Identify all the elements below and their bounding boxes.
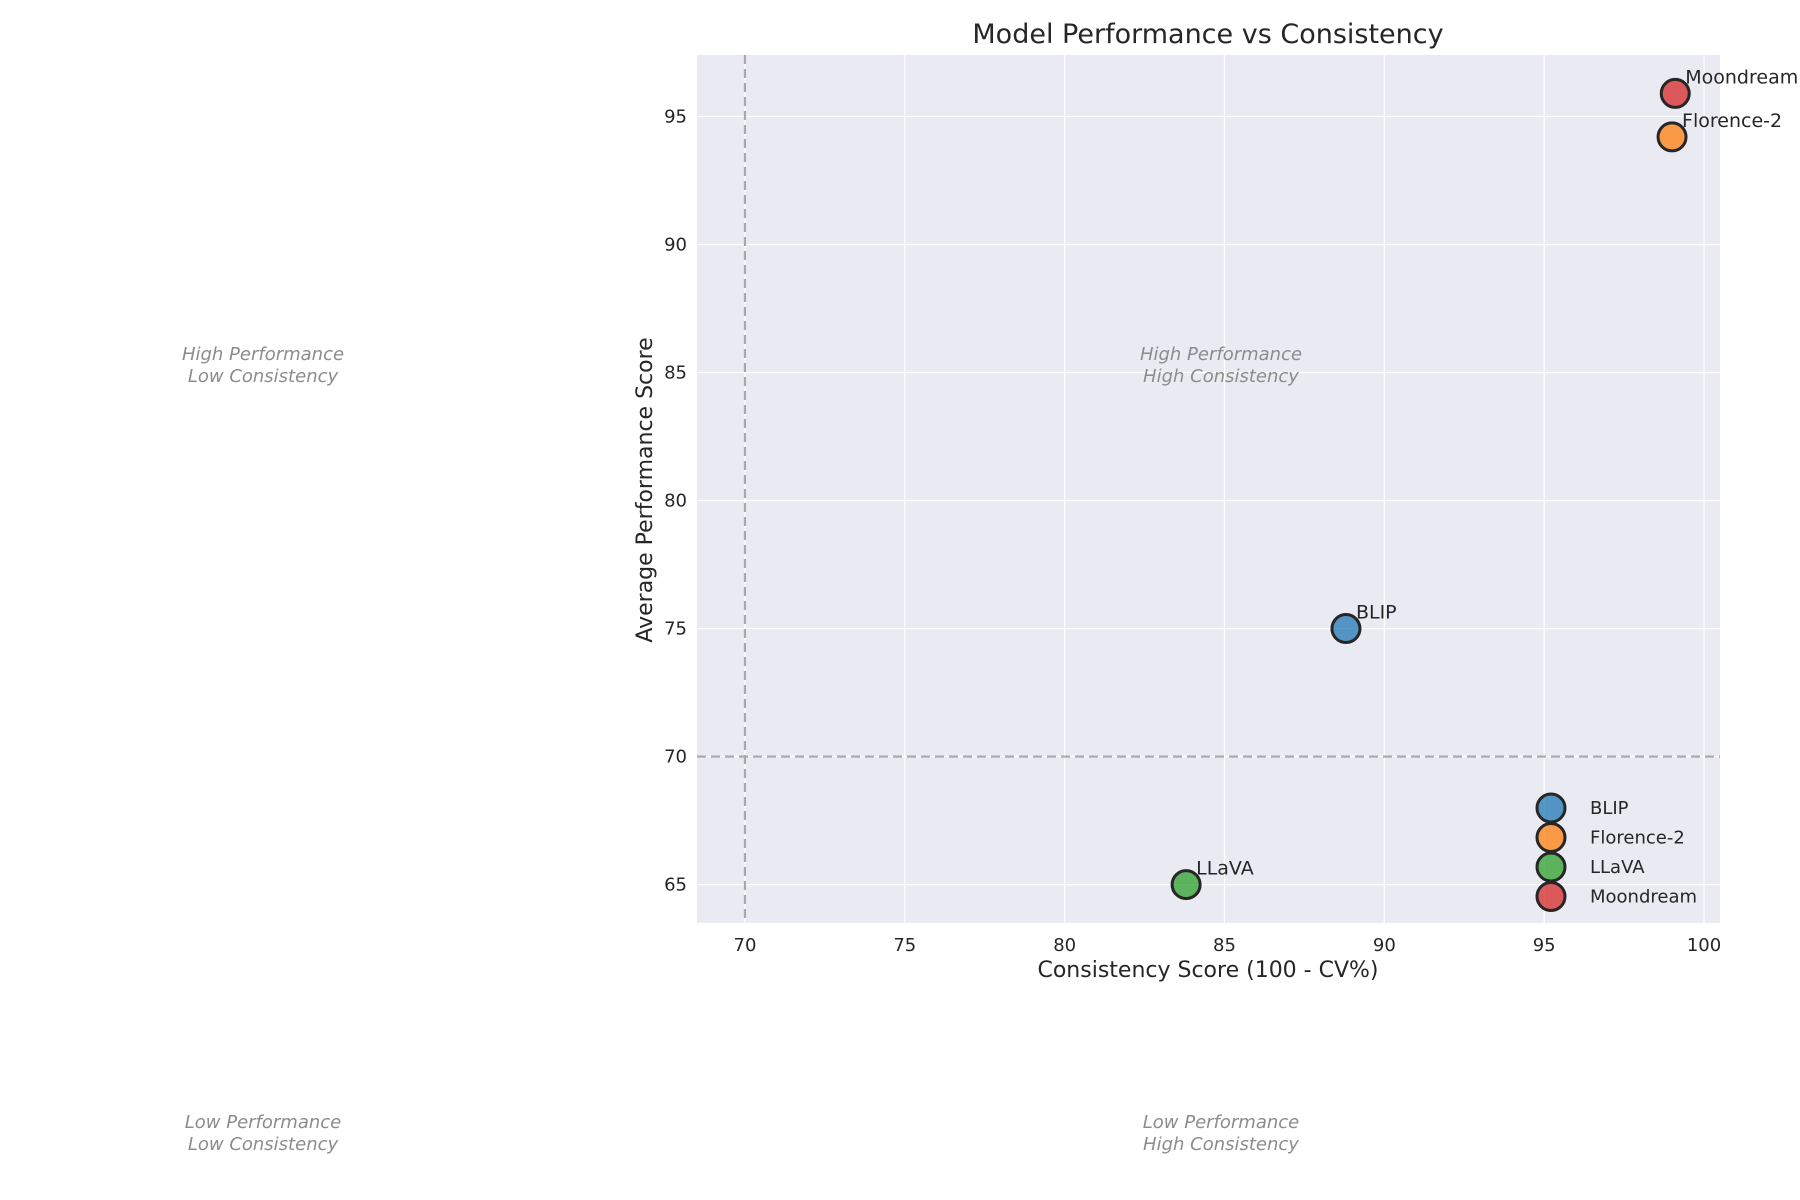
y-tick-label: 80 <box>664 491 687 512</box>
reference-lines <box>697 55 1720 923</box>
x-tick-label: 75 <box>893 935 916 956</box>
legend-label: Florence-2 <box>1590 828 1685 849</box>
x-tick-label: 85 <box>1213 935 1236 956</box>
grid-lines <box>697 55 1720 923</box>
chart-title: Model Performance vs Consistency <box>972 19 1443 50</box>
y-tick-label: 95 <box>664 106 687 127</box>
x-tick-label: 95 <box>1533 935 1556 956</box>
data-point <box>1659 77 1691 109</box>
quadrant-label-line: High Performance <box>1140 344 1302 365</box>
point-label: LLaVA <box>1196 858 1254 880</box>
y-tick-label: 70 <box>664 747 687 768</box>
quadrant-label-line: Low Consistency <box>188 1134 339 1155</box>
point-label: BLIP <box>1356 602 1397 624</box>
legend-label: Moondream <box>1590 887 1697 908</box>
y-axis-ticks: 65 70 75 80 85 90 95 <box>664 106 687 895</box>
quadrant-label: Low Performance Low Consistency <box>185 1112 342 1155</box>
quadrant-label: High Performance High Consistency <box>1140 344 1302 387</box>
quadrant-label-line: High Consistency <box>1143 1134 1299 1155</box>
point-annotations: BLIP Florence-2 LLaVA Moondream <box>1196 66 1798 879</box>
quadrant-label-line: Low Consistency <box>188 366 339 387</box>
y-tick-label: 65 <box>664 875 687 896</box>
data-point <box>1330 613 1362 645</box>
data-point <box>1170 869 1202 901</box>
legend-marker <box>1535 851 1567 883</box>
quadrant-label-line: Low Performance <box>185 1112 342 1133</box>
legend-marker <box>1535 822 1567 853</box>
data-points <box>1170 77 1691 901</box>
quadrant-label: High Performance Low Consistency <box>182 344 344 387</box>
x-tick-label: 100 <box>1687 935 1721 956</box>
plot-area <box>697 55 1720 923</box>
y-tick-label: 85 <box>664 362 687 383</box>
x-tick-label: 80 <box>1053 935 1076 956</box>
x-axis-label: Consistency Score (100 - CV%) <box>1037 958 1378 983</box>
legend-marker <box>1535 792 1567 824</box>
legend-label: BLIP <box>1590 798 1629 819</box>
data-point <box>1656 121 1688 153</box>
quadrant-label-line: High Consistency <box>1143 366 1299 387</box>
legend-marker <box>1535 881 1567 912</box>
quadrant-label-line: High Performance <box>182 344 344 365</box>
x-axis-ticks: 70 75 80 85 90 95 100 <box>734 935 1722 956</box>
y-tick-label: 90 <box>664 234 687 255</box>
quadrant-label-line: Low Performance <box>1143 1112 1300 1133</box>
legend: BLIP Florence-2 LLaVA Moondream <box>1535 792 1697 912</box>
legend-label: LLaVA <box>1590 857 1645 878</box>
point-label: Moondream <box>1685 66 1798 88</box>
quadrant-label: Low Performance High Consistency <box>1143 1112 1300 1155</box>
x-tick-label: 70 <box>734 935 757 956</box>
y-axis-label: Average Performance Score <box>633 337 658 642</box>
x-tick-label: 90 <box>1373 935 1396 956</box>
point-label: Florence-2 <box>1682 110 1782 132</box>
y-tick-label: 75 <box>664 619 687 640</box>
